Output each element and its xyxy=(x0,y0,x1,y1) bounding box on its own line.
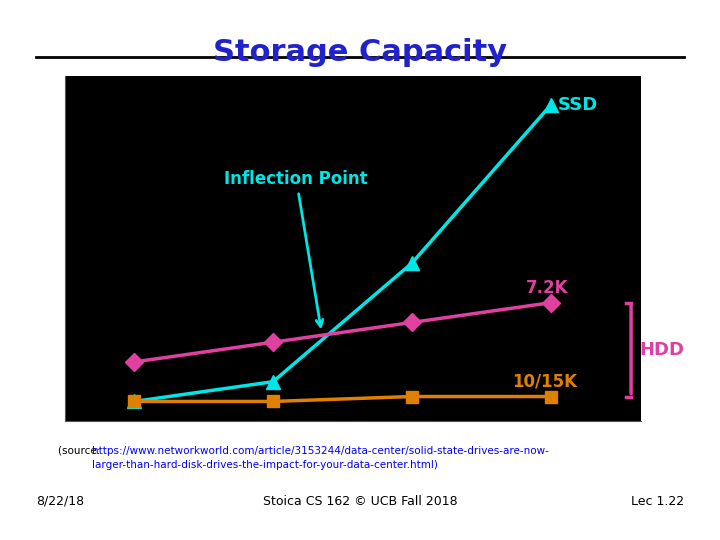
Text: Storage Capacity: Storage Capacity xyxy=(213,38,507,67)
Text: (source:: (source: xyxy=(58,446,103,456)
Y-axis label: Capacity (TB): Capacity (TB) xyxy=(11,192,29,305)
Text: Lec 1.22: Lec 1.22 xyxy=(631,495,684,508)
Text: Inflection Point: Inflection Point xyxy=(225,170,368,327)
Text: SSD: SSD xyxy=(557,96,598,114)
Text: Stoica CS 162 © UCB Fall 2018: Stoica CS 162 © UCB Fall 2018 xyxy=(263,495,457,508)
Text: 8/22/18: 8/22/18 xyxy=(36,495,84,508)
Title: Drive capacity over time: Drive capacity over time xyxy=(199,46,507,66)
Text: larger-than-hard-disk-drives-the-impact-for-your-data-center.html): larger-than-hard-disk-drives-the-impact-… xyxy=(92,460,438,470)
Text: HDD: HDD xyxy=(639,341,685,359)
Text: https://www.networkworld.com/article/3153244/data-center/solid-state-drives-are-: https://www.networkworld.com/article/315… xyxy=(92,446,549,456)
Text: 7.2K: 7.2K xyxy=(526,279,568,297)
Text: 10/15K: 10/15K xyxy=(512,373,577,391)
